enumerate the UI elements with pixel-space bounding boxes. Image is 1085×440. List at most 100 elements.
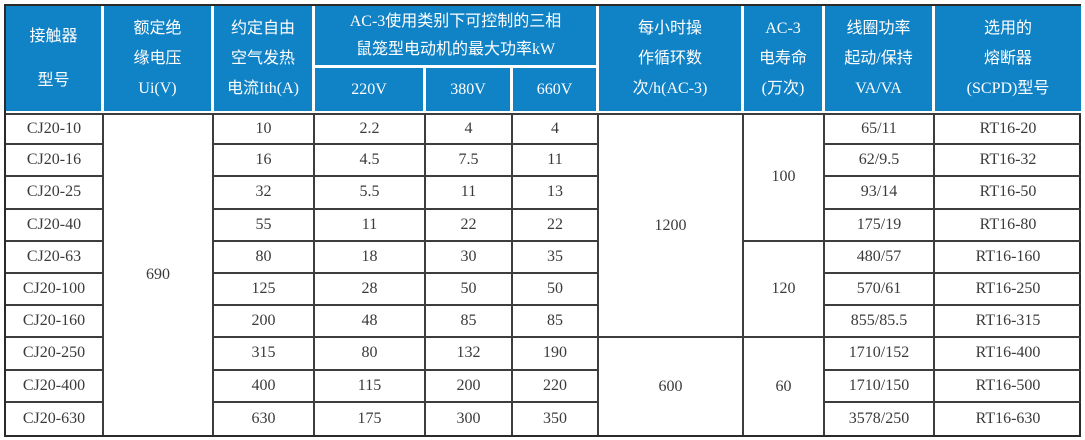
- cell-model: CJ20-25: [6, 177, 104, 210]
- cell-p660: 4: [513, 113, 600, 146]
- cell-fuse: RT16-500: [935, 371, 1082, 403]
- cell-model: CJ20-10: [6, 113, 104, 146]
- cell-p660: 11: [513, 145, 600, 178]
- cell-p220: 11: [315, 209, 426, 242]
- header-life-line: (万次): [761, 79, 805, 97]
- cell-model: CJ20-63: [6, 241, 104, 274]
- header-cycles-line: 次/h(AC-3): [632, 79, 708, 97]
- cell-p220: 48: [315, 306, 426, 339]
- cell-model: CJ20-160: [6, 306, 104, 339]
- header-ith-line: 电流Ith(A): [227, 79, 299, 97]
- cell-ui-merged: 690: [104, 113, 214, 435]
- cell-p380: 132: [426, 338, 513, 371]
- header-fuse-line: 选用的: [984, 19, 1033, 37]
- cell-p220: 80: [315, 338, 426, 371]
- cell-fuse: RT16-20: [935, 113, 1082, 146]
- table-row: CJ20-25 32 5.5 11 13 93/14 RT16-50: [6, 177, 1082, 210]
- cell-p380: 22: [426, 209, 513, 242]
- table-row: CJ20-40 55 11 22 22 175/19 RT16-80: [6, 209, 1082, 242]
- header-ui-line: 缘电压: [133, 49, 182, 67]
- header-cycles: 每小时操 作循环数 次/h(AC-3): [599, 6, 745, 113]
- cell-model: CJ20-250: [6, 338, 104, 371]
- cell-life-merged: 100: [744, 113, 826, 242]
- cell-fuse: RT16-315: [935, 306, 1082, 339]
- header-ac3-line: AC-3使用类别下可控制的三相: [349, 12, 562, 30]
- cell-p220: 28: [315, 273, 426, 307]
- cell-p220: 5.5: [315, 177, 426, 210]
- cell-ith: 55: [214, 209, 315, 242]
- cell-p660: 22: [513, 209, 600, 242]
- cell-ith: 80: [214, 241, 315, 274]
- header-model-line: 接触器: [29, 27, 78, 45]
- cell-fuse: RT16-400: [935, 338, 1082, 371]
- cell-fuse: RT16-50: [935, 177, 1082, 210]
- header-ith-line: 空气发热: [230, 49, 295, 67]
- cell-ith: 200: [214, 306, 315, 339]
- cell-p380: 7.5: [426, 145, 513, 178]
- header-cycles-line: 作循环数: [638, 49, 703, 67]
- cell-fuse: RT16-250: [935, 274, 1082, 307]
- cell-p660: 350: [513, 402, 600, 435]
- header-life-line: AC-3: [765, 19, 801, 37]
- header-fuse-line: 熔断器: [984, 49, 1033, 67]
- header-model-line: 型号: [37, 71, 70, 89]
- cell-coil: 1710/152: [825, 338, 936, 371]
- header-ui-line: 额定绝: [133, 19, 182, 37]
- header-ui: 额定绝 缘电压 Ui(V): [104, 6, 214, 113]
- header-life: AC-3 电寿命 (万次): [744, 6, 826, 113]
- cell-model: CJ20-40: [6, 209, 104, 242]
- header-220v: 220V: [315, 68, 426, 113]
- cell-coil: 3578/250: [825, 402, 936, 435]
- cell-coil: 855/85.5: [825, 306, 936, 339]
- cell-ith: 16: [214, 145, 315, 178]
- cell-p660: 85: [513, 306, 600, 339]
- cell-p660: 220: [513, 370, 600, 403]
- cell-p380: 50: [426, 273, 513, 307]
- header-ac3-line: 鼠笼型电动机的最大功率kW: [355, 40, 556, 58]
- header-ui-line: Ui(V): [138, 79, 177, 97]
- cell-coil: 65/11: [825, 113, 936, 146]
- cell-p660: 35: [513, 241, 600, 274]
- cell-fuse: RT16-630: [975, 409, 1041, 427]
- cell-p660: 13: [513, 177, 600, 210]
- cell-p660: 190: [513, 338, 600, 371]
- header-fuse: 选用的 熔断器 (SCPD)型号: [935, 6, 1082, 113]
- cell-ith: 315: [214, 338, 315, 371]
- cell-cycles-merged: 600: [599, 338, 745, 435]
- contactor-spec-table: 接触器 型号 额定绝 缘电压 Ui(V) 约定自由 空气发热 电流Ith(A) …: [6, 6, 1082, 435]
- cell-cycles-merged: 1200: [599, 113, 745, 339]
- cell-p220: 175: [315, 402, 426, 435]
- header-coil: 线圈功率 起动/保持 VA/VA: [825, 6, 936, 113]
- cell-life-merged: 120: [744, 241, 826, 339]
- table-row: CJ20-160 200 48 85 85 855/85.5 RT16-315: [6, 306, 1082, 339]
- cell-model: CJ20-400: [6, 370, 104, 403]
- cell-p380: 4: [426, 113, 513, 146]
- cell-model: CJ20-100: [6, 273, 104, 307]
- table-row: CJ20-100 125 28 50 50 570/61 RT16-250: [6, 273, 1082, 307]
- cell-p220: 2.2: [315, 113, 426, 146]
- cell-life-merged: 60: [744, 338, 826, 435]
- cell-fuse: RT16-32: [935, 145, 1082, 178]
- cell-model: CJ20-16: [6, 145, 104, 178]
- cell-ith: 125: [214, 273, 315, 307]
- header-ith-line: 约定自由: [230, 19, 295, 37]
- cell-ith: 32: [214, 177, 315, 210]
- cell-coil: 480/57: [825, 241, 936, 274]
- cell-p220: 18: [315, 241, 426, 274]
- cell-p660: 50: [513, 273, 600, 307]
- cell-p220: 4.5: [315, 145, 426, 178]
- cell-ith: 400: [214, 370, 315, 403]
- cell-p380: 300: [426, 402, 513, 435]
- cell-coil: 175/19: [825, 209, 936, 242]
- cell-coil: 93/14: [825, 177, 936, 210]
- table-row: CJ20-630 630 175 300 350 3578/250 RT16-6…: [6, 402, 1081, 435]
- header-model: 接触器 型号: [6, 6, 104, 113]
- cell-fuse: RT16-160: [935, 242, 1082, 274]
- header-coil-line: VA/VA: [855, 79, 902, 97]
- table-row: CJ20-10 690 10 2.2 4 4 1200 100 65/11 RT…: [6, 113, 1082, 435]
- cell-fuse: RT16-80: [935, 210, 1082, 242]
- spec-table-frame: 接触器 型号 额定绝 缘电压 Ui(V) 约定自由 空气发热 电流Ith(A) …: [4, 4, 1082, 437]
- cell-ith: 630: [214, 402, 315, 435]
- header-coil-line: 起动/保持: [844, 49, 913, 67]
- header-fuse-line: (SCPD)型号: [966, 79, 1050, 97]
